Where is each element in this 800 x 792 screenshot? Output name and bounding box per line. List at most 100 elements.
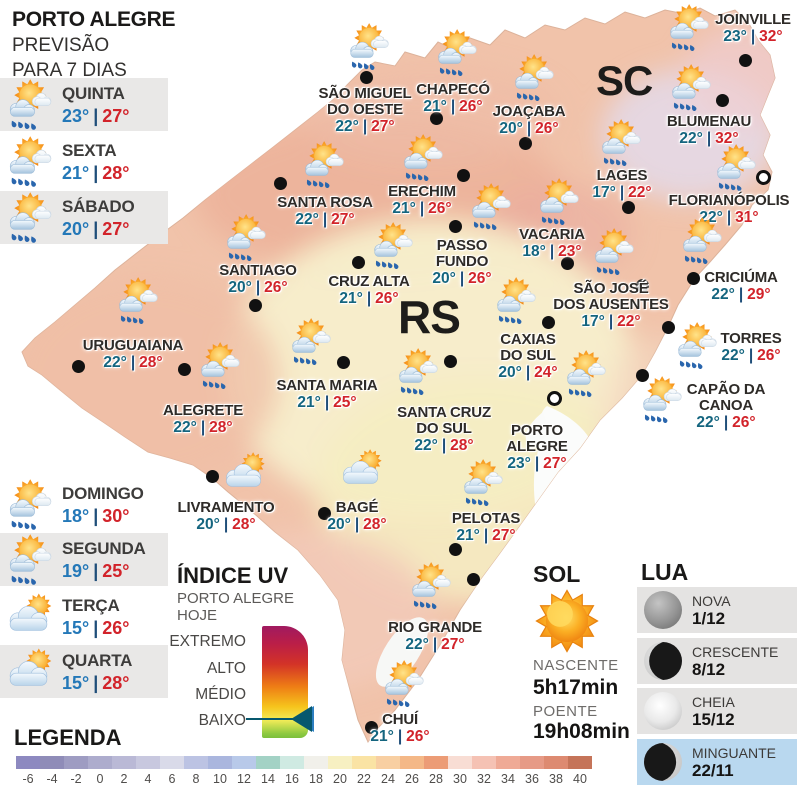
weather-icon-sun-cloud-rain (112, 276, 162, 326)
city-livramento: LIVRAMENTO 20° | 28° (141, 500, 311, 533)
moon-icon-new (644, 591, 682, 629)
city-marker-dot (205, 469, 219, 483)
page-subtitle-2: PARA 7 DIAS (12, 60, 127, 81)
weather-icon-sun-cloud-rain (431, 28, 481, 78)
city-name: URUGUAIANA (82, 337, 184, 354)
weather-icon-sun-cloud-rain (397, 133, 447, 183)
weather-icon-sun-cloud-rain (457, 458, 507, 508)
city-temps: 21° | 26° (423, 98, 483, 115)
city-name: CRICIÚMA (704, 269, 778, 286)
weather-icon-sun-cloud-rain (508, 53, 558, 103)
legend-swatch-34 (496, 756, 520, 769)
city-name: SANTA CRUZ DO SUL (397, 404, 491, 437)
forecast-day-name: TERÇA (62, 596, 120, 615)
city-marker-dot (71, 359, 85, 373)
forecast-day-temps: 21° | 28° (62, 163, 130, 183)
city-name: ERECHIM (388, 183, 456, 200)
uv-level-alto: ALTO (206, 660, 246, 677)
sunset-time: 19h08min (533, 720, 630, 743)
city-capao-da-canoa: CAPÃO DA CANOA 22° | 26° (641, 382, 800, 431)
weather-icon-sun-cloud-rain (194, 341, 244, 391)
legend-value: 12 (237, 772, 251, 786)
weather-icon-sun-cloud-rain (2, 135, 56, 189)
legend-value: 2 (120, 772, 128, 786)
city-marker-dot (448, 542, 462, 556)
city-name: SANTA ROSA (277, 194, 373, 211)
city-temps: 17° | 22° (581, 313, 641, 330)
city-marker-dot (686, 271, 700, 285)
weather-icon-sun-cloud-rain (560, 349, 610, 399)
city-criciuma: CRICIÚMA 22° | 29° (656, 270, 800, 303)
legend-value: 26 (405, 772, 419, 786)
legend-value: 0 (96, 772, 104, 786)
city-marker-dot (621, 200, 635, 214)
weather-icon-sun-cloud-rain (405, 561, 455, 611)
forecast-day-sexta: SEXTA 21° | 28° (0, 135, 168, 188)
weather-icon-sun-cloud-rain (220, 213, 270, 263)
city-rio-grande: RIO GRANDE 22° | 27° (350, 620, 520, 653)
uv-level-médio: MÉDIO (195, 686, 246, 703)
sun-icon (532, 586, 602, 661)
weather-icon-sun-cloud-rain (298, 140, 348, 190)
state-label-sc: SC (596, 57, 653, 104)
weather-icon-sun-cloud-rain (490, 276, 540, 326)
legend-value: 36 (525, 772, 539, 786)
city-marker-dot (635, 278, 649, 292)
legend-swatch-0 (88, 756, 112, 769)
city-florianopolis: FLORIANÓPOLIS 22° | 31° (644, 193, 800, 226)
page-subtitle-1: PREVISÃO (12, 35, 110, 56)
city-marker-dot (448, 219, 462, 233)
sunrise-time: 5h17min (533, 676, 619, 699)
legend-swatch-24 (376, 756, 400, 769)
city-porto-alegre: PORTO ALEGRE 23° | 27° (452, 423, 622, 472)
city-torres: TORRES 22° | 26° (666, 331, 800, 364)
city-temps: 20° | 26° (228, 279, 288, 296)
moon-phase-date: 22/11 (692, 761, 734, 780)
forecast-day-temps: 15° | 28° (62, 673, 130, 693)
uv-subtitle-city: PORTO ALEGRE (177, 590, 294, 607)
legend-swatch-38 (544, 756, 568, 769)
forecast-day-name: DOMINGO (62, 484, 144, 503)
city-name: CHUÍ (382, 711, 418, 728)
city-name: JOAÇABA (492, 103, 566, 120)
city-uruguaiana: URUGUAIANA 22° | 28° (48, 338, 218, 371)
city-marker-dot (518, 136, 532, 150)
city-temps: 21° | 26° (339, 290, 399, 307)
forecast-day-quarta: QUARTA 15° | 28° (0, 645, 168, 698)
city-name: CAXIAS DO SUL (500, 331, 556, 364)
legend-swatch-28 (424, 756, 448, 769)
legend-swatch-6 (160, 756, 184, 769)
legend-swatch-32 (472, 756, 496, 769)
legend-value: 6 (168, 772, 176, 786)
city-erechim: ERECHIM 21° | 26° (337, 184, 507, 217)
city-marker-dot (715, 93, 729, 107)
city-pelotas: PELOTAS 21° | 27° (401, 511, 571, 544)
sunrise-label: NASCENTE (533, 657, 619, 674)
city-marker-dot (466, 572, 480, 586)
weather-icon-sun-cloud-rain (392, 347, 442, 397)
city-name: LIVRAMENTO (177, 499, 275, 516)
city-name: SÃO JOSÉ DOS AUSENTES (553, 280, 669, 313)
forecast-day-temps: 19° | 25° (62, 561, 130, 581)
city-marker-ring (756, 170, 771, 185)
moon-phase-name: CRESCENTE (692, 644, 779, 660)
uv-pointer-line (246, 718, 294, 720)
weather-icon-sun-cloud-rain (676, 216, 726, 266)
legend-swatch-40 (568, 756, 592, 769)
city-name: PORTO ALEGRE (506, 422, 568, 455)
legend-swatch-2 (112, 756, 136, 769)
legend-value: 16 (285, 772, 299, 786)
city-temps: 21° | 26° (392, 200, 452, 217)
city-marker-dot (317, 506, 331, 520)
legend-swatch--4 (40, 756, 64, 769)
forecast-day-name: QUARTA (62, 651, 133, 670)
city-sao-miguel-do-oeste: SÃO MIGUEL DO OESTE 22° | 27° (280, 86, 450, 135)
weather-icon-sun-cloud-rain (665, 63, 715, 113)
weather-icon-sun-cloud-rain (465, 182, 515, 232)
moon-phase-minguante: MINGUANTE 22/11 (637, 739, 797, 785)
forecast-day-temps: 18° | 30° (62, 506, 130, 526)
legend-swatch-10 (208, 756, 232, 769)
weather-icon-cloud-sun (2, 645, 56, 699)
legend-value: 40 (573, 772, 587, 786)
